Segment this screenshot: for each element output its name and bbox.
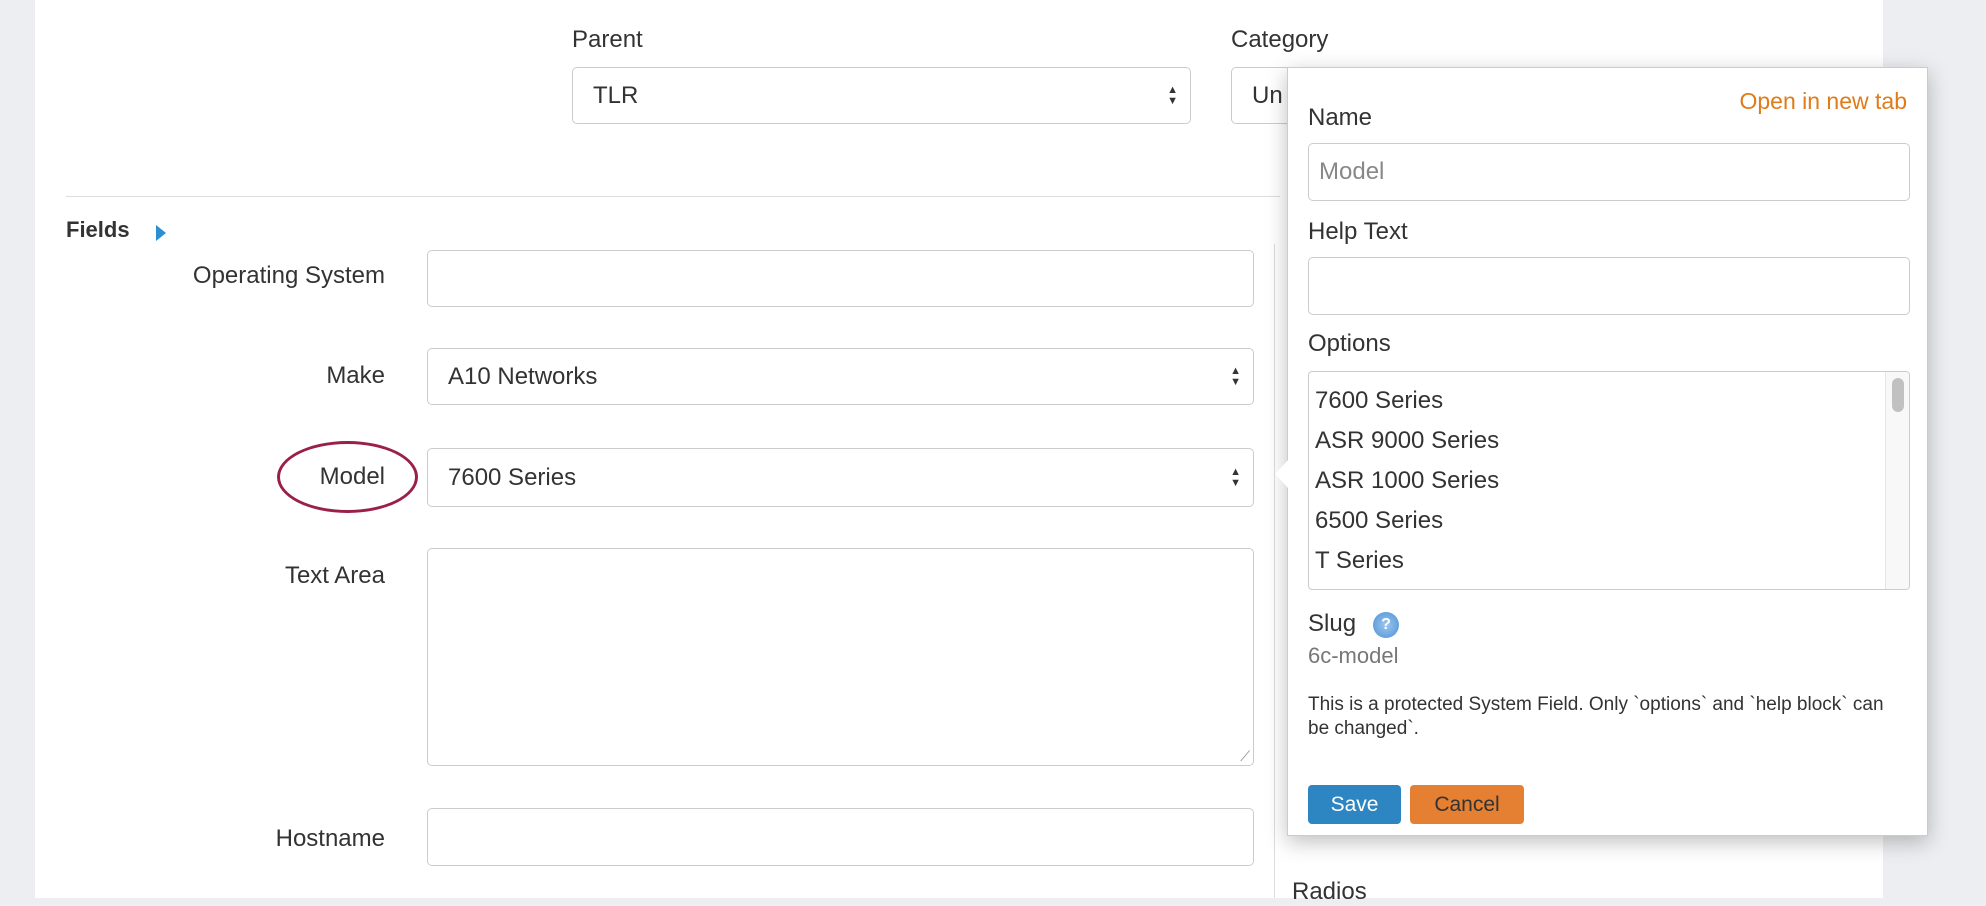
option-item: 6500 Series	[1315, 507, 1444, 534]
radios-label: Radios	[1292, 878, 1367, 905]
popover-arrow	[1275, 460, 1288, 488]
help-text-input[interactable]	[1308, 257, 1910, 315]
make-label: Make	[326, 362, 385, 389]
category-value: Un	[1252, 81, 1283, 109]
save-button[interactable]: Save	[1308, 785, 1401, 824]
model-value: 7600 Series	[448, 463, 577, 491]
category-label: Category	[1231, 26, 1329, 53]
help-text-label: Help Text	[1308, 218, 1408, 245]
option-item: ASR 9000 Series	[1315, 427, 1500, 454]
options-label: Options	[1308, 330, 1391, 357]
option-item: MX Series	[1309, 581, 1909, 589]
name-input[interactable]: Model	[1308, 143, 1910, 201]
parent-select[interactable]: TLR ▲ ▼	[572, 67, 1191, 124]
select-arrows-icon: ▲ ▼	[1230, 465, 1241, 489]
name-label: Name	[1308, 104, 1373, 131]
fields-title: Fields	[66, 217, 130, 242]
open-in-new-tab-link[interactable]: Open in new tab	[1739, 88, 1907, 114]
divider	[66, 196, 1280, 197]
text-area-label: Text Area	[284, 562, 385, 589]
name-placeholder: Model	[1319, 158, 1385, 185]
hostname-label: Hostname	[275, 825, 385, 852]
field-edit-popover: Open in new tab Name Model Help Text Opt…	[1275, 67, 1928, 836]
cancel-button[interactable]: Cancel	[1410, 785, 1524, 824]
parent-label: Parent	[572, 26, 643, 53]
protected-field-notice: This is a protected System Field. Only `…	[1308, 694, 1884, 739]
text-area-input[interactable]: ⟋	[427, 548, 1254, 766]
select-arrows-icon: ▲ ▼	[1230, 364, 1241, 388]
slug-value: 6c-model	[1308, 643, 1399, 668]
parent-value: TLR	[593, 81, 639, 109]
model-label: Model	[319, 463, 385, 490]
make-select[interactable]: A10 Networks ▲ ▼	[427, 348, 1254, 405]
scrollbar-thumb[interactable]	[1892, 378, 1904, 412]
operating-system-label: Operating System	[192, 262, 385, 289]
column-divider	[1274, 244, 1275, 898]
make-value: A10 Networks	[448, 362, 598, 390]
options-textarea[interactable]: 7600 Series ASR 9000 Series ASR 1000 Ser…	[1308, 371, 1910, 590]
operating-system-input[interactable]	[427, 250, 1254, 307]
option-item: ASR 1000 Series	[1315, 467, 1500, 494]
expand-triangle-icon[interactable]	[156, 225, 166, 241]
slug-label: Slug	[1308, 610, 1357, 637]
model-highlight-ellipse	[277, 441, 418, 513]
resize-handle-icon[interactable]: ⟋	[1240, 748, 1250, 764]
option-item: T Series	[1315, 547, 1404, 574]
model-select[interactable]: 7600 Series ▲ ▼	[427, 448, 1254, 507]
select-arrows-icon: ▲ ▼	[1167, 83, 1178, 107]
scrollbar[interactable]	[1885, 372, 1909, 589]
hostname-input[interactable]	[427, 808, 1254, 866]
help-question-icon[interactable]: ?	[1373, 612, 1399, 638]
option-item: 7600 Series	[1315, 387, 1444, 414]
